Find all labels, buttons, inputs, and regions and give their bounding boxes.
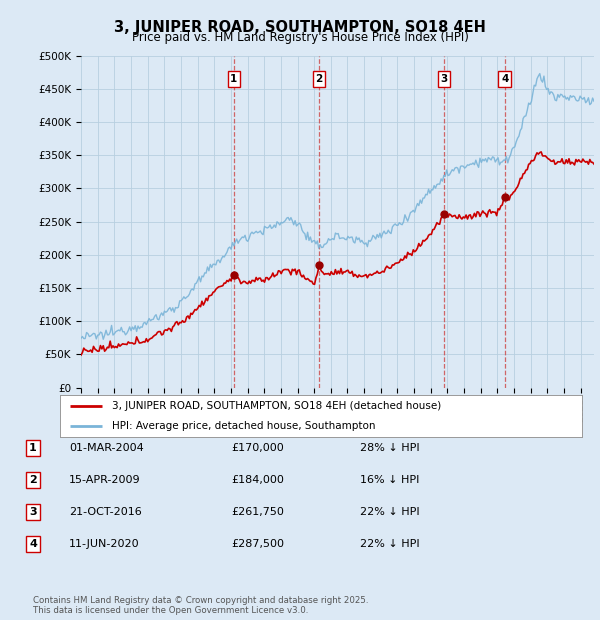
Text: 3: 3 — [29, 507, 37, 517]
Text: 3: 3 — [440, 74, 448, 84]
Text: 22% ↓ HPI: 22% ↓ HPI — [360, 539, 419, 549]
Text: 21-OCT-2016: 21-OCT-2016 — [69, 507, 142, 517]
Text: 4: 4 — [501, 74, 508, 84]
Text: £287,500: £287,500 — [231, 539, 284, 549]
Text: 1: 1 — [230, 74, 238, 84]
Text: 1: 1 — [29, 443, 37, 453]
Text: Contains HM Land Registry data © Crown copyright and database right 2025.
This d: Contains HM Land Registry data © Crown c… — [33, 596, 368, 615]
Text: 22% ↓ HPI: 22% ↓ HPI — [360, 507, 419, 517]
Text: 2: 2 — [29, 475, 37, 485]
Text: 16% ↓ HPI: 16% ↓ HPI — [360, 475, 419, 485]
Text: 3, JUNIPER ROAD, SOUTHAMPTON, SO18 4EH: 3, JUNIPER ROAD, SOUTHAMPTON, SO18 4EH — [114, 20, 486, 35]
Text: £184,000: £184,000 — [231, 475, 284, 485]
Text: 28% ↓ HPI: 28% ↓ HPI — [360, 443, 419, 453]
Text: 2: 2 — [316, 74, 323, 84]
Text: 15-APR-2009: 15-APR-2009 — [69, 475, 140, 485]
Text: Price paid vs. HM Land Registry's House Price Index (HPI): Price paid vs. HM Land Registry's House … — [131, 31, 469, 44]
Text: 4: 4 — [29, 539, 37, 549]
Text: 11-JUN-2020: 11-JUN-2020 — [69, 539, 140, 549]
Text: £261,750: £261,750 — [231, 507, 284, 517]
Text: 3, JUNIPER ROAD, SOUTHAMPTON, SO18 4EH (detached house): 3, JUNIPER ROAD, SOUTHAMPTON, SO18 4EH (… — [112, 401, 442, 411]
Text: HPI: Average price, detached house, Southampton: HPI: Average price, detached house, Sout… — [112, 421, 376, 431]
Text: £170,000: £170,000 — [231, 443, 284, 453]
Text: 01-MAR-2004: 01-MAR-2004 — [69, 443, 144, 453]
